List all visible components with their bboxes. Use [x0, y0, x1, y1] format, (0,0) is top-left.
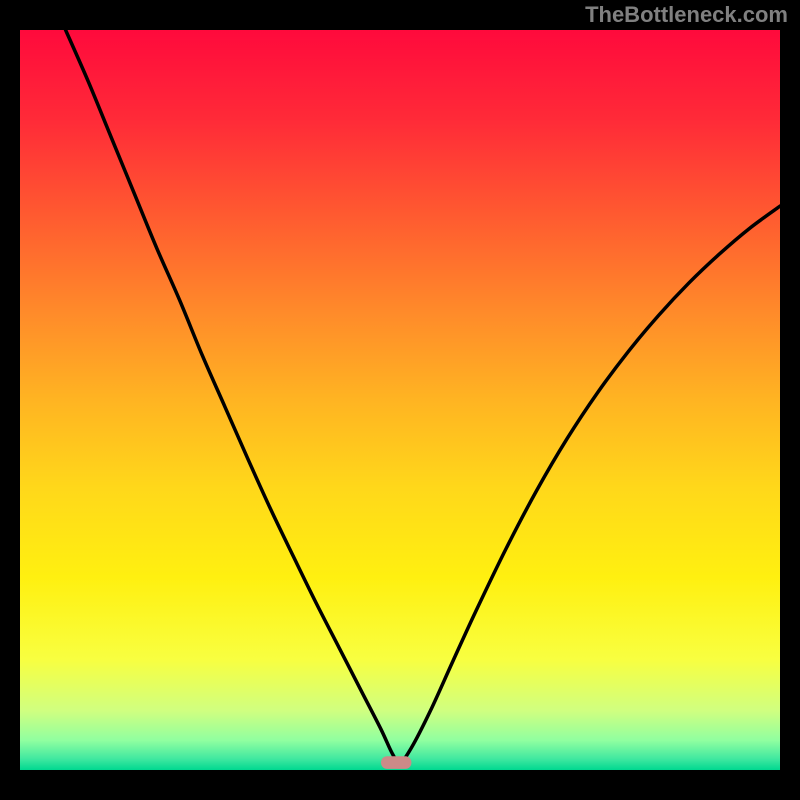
- optimum-marker: [381, 756, 411, 769]
- plot-area: [20, 30, 780, 770]
- watermark-text: TheBottleneck.com: [585, 2, 788, 27]
